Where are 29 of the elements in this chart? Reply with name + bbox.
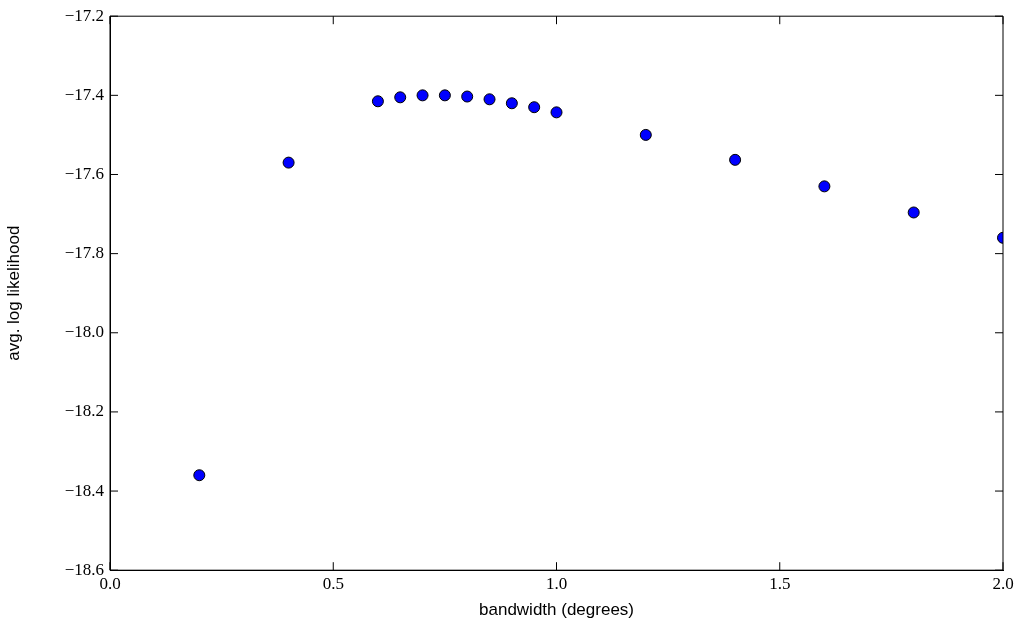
x-tick-label: 2.0	[992, 573, 1014, 593]
y-axis-title: avg. log likelihood	[3, 225, 23, 361]
point	[416, 89, 429, 102]
point	[907, 206, 920, 219]
point	[193, 469, 206, 482]
point	[483, 93, 496, 106]
x-axis-title: bandwidth (degrees)	[479, 600, 634, 620]
point	[528, 101, 541, 114]
y-tick-label: −17.8	[64, 243, 104, 263]
y-tick-label: −18.0	[64, 322, 104, 342]
point	[550, 106, 563, 119]
y-tick-label: −17.6	[64, 163, 104, 183]
point	[282, 156, 295, 169]
point	[461, 90, 474, 103]
point	[505, 97, 518, 110]
point	[438, 89, 451, 102]
x-tick-label: 1.5	[769, 573, 791, 593]
x-tick-label: 1.0	[545, 573, 568, 593]
point	[371, 95, 384, 108]
point	[818, 180, 831, 193]
y-tick-label: −18.6	[64, 559, 104, 579]
y-tick-label: −17.2	[64, 5, 104, 25]
point	[729, 153, 742, 166]
point	[394, 91, 407, 104]
x-tick-label: 0.5	[322, 573, 344, 593]
y-tick-label: −18.4	[64, 480, 105, 500]
y-tick-label: −17.4	[64, 84, 105, 104]
point	[639, 128, 652, 141]
y-tick-label: −18.2	[64, 401, 104, 421]
